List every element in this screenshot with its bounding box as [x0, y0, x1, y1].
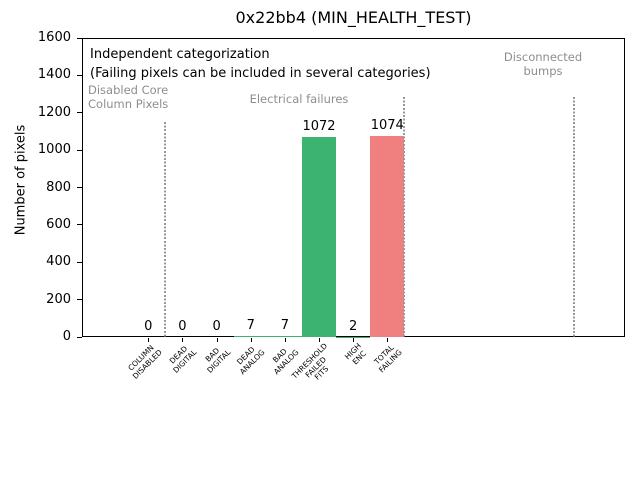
- x-tick-label: DEAD DIGITAL: [167, 344, 199, 375]
- x-tick: [319, 338, 320, 342]
- bar: [370, 136, 405, 337]
- y-tick: [77, 149, 82, 151]
- group-label: Electrical failures: [249, 92, 349, 106]
- y-tick: [77, 74, 82, 76]
- chart-title: 0x22bb4 (MIN_HEALTH_TEST): [235, 8, 472, 27]
- y-tick: [77, 336, 82, 338]
- y-tick: [77, 224, 82, 226]
- y-tick-label: 600: [46, 216, 71, 232]
- bar-value-label: 1074: [370, 118, 404, 134]
- y-tick: [77, 112, 82, 114]
- group-separator-line: [164, 122, 166, 337]
- x-tick-label: HIGH ENC: [342, 341, 368, 367]
- group-separator-line: [403, 97, 405, 337]
- y-tick: [77, 299, 82, 301]
- bar: [233, 335, 268, 337]
- group-label: Disconnected bumps: [503, 50, 583, 78]
- x-tick-label: TOTAL FAILING: [371, 343, 403, 375]
- x-tick: [387, 338, 389, 342]
- bar-value-label: 0: [144, 319, 153, 334]
- y-tick-label: 1600: [37, 30, 71, 45]
- bar-value-label: 0: [178, 319, 187, 334]
- x-tick: [250, 338, 252, 342]
- x-tick-label: DEAD ANALOG: [235, 344, 267, 376]
- y-tick: [77, 187, 82, 188]
- x-tick: [284, 338, 286, 342]
- bar-value-label: 1072: [302, 118, 336, 134]
- annotation-note-line1: Independent categorization: [90, 47, 270, 62]
- y-tick-label: 800: [46, 179, 71, 195]
- x-tick: [148, 338, 150, 342]
- group-label: Disabled Core Column Pixels: [88, 83, 169, 111]
- y-tick: [77, 261, 82, 263]
- bar-value-label: 2: [348, 318, 358, 334]
- y-tick-label: 0: [62, 329, 71, 344]
- group-separator-line: [573, 97, 575, 337]
- annotation-note-line2: (Failing pixels can be included in sever…: [90, 66, 431, 81]
- bar-value-label: 0: [212, 319, 221, 334]
- y-tick: [77, 37, 82, 39]
- y-tick-label: 400: [46, 254, 71, 270]
- x-tick-label: BAD DIGITAL: [203, 345, 233, 375]
- y-tick-label: 1400: [37, 67, 71, 83]
- y-tick-label: 200: [46, 291, 71, 307]
- x-tick: [353, 338, 355, 342]
- y-tick-label: 1200: [37, 104, 71, 120]
- plot-area: [82, 38, 625, 337]
- bar-value-label: 7: [280, 317, 289, 333]
- x-tick-label: COLUMN DISABLED: [126, 343, 164, 381]
- bar: [267, 335, 302, 337]
- x-tick: [182, 338, 184, 342]
- x-tick: [216, 338, 218, 342]
- bar: [302, 136, 336, 337]
- bar-value-label: 7: [246, 317, 255, 333]
- y-tick-label: 1000: [37, 142, 71, 158]
